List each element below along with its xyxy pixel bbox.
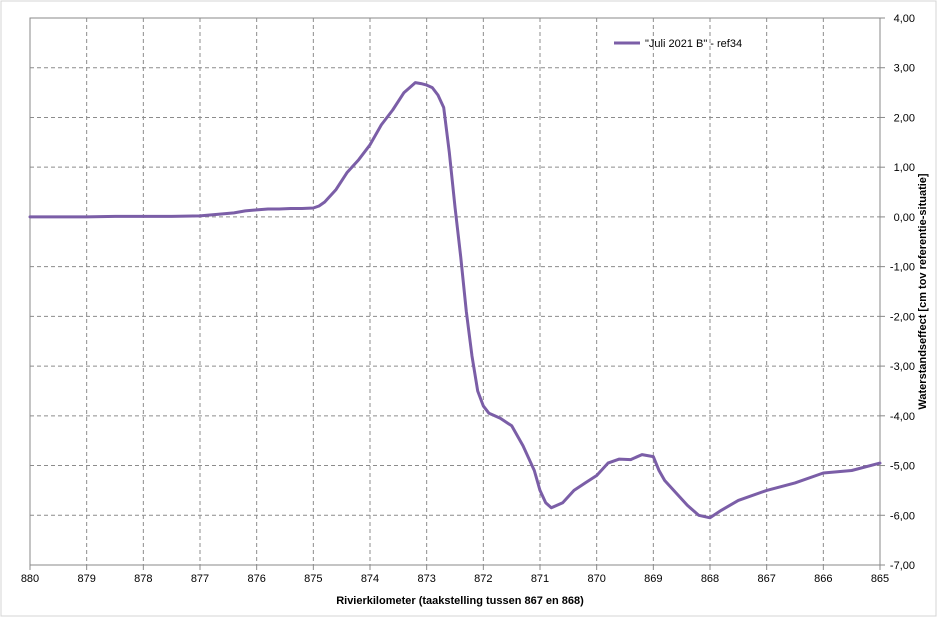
x-tick-label: 867 <box>757 573 775 585</box>
x-axis-ticks: 880 879 878 877 876 875 874 873 872 871 870 869 868 8… <box>21 565 889 585</box>
x-tick-label: 871 <box>531 573 549 585</box>
x-tick-label: 868 <box>701 573 719 585</box>
series-layer <box>28 81 882 520</box>
x-tick-label: 877 <box>191 573 209 585</box>
x-tick-label: 874 <box>361 573 379 585</box>
x-tick-label: 865 <box>871 573 889 585</box>
y-tick-label: -3,00 <box>890 361 915 373</box>
x-tick-label: 875 <box>304 573 322 585</box>
x-tick-label: 879 <box>77 573 95 585</box>
y-axis-title: Waterstandseffect [cm tov referentie-sit… <box>917 173 929 409</box>
y-tick-label: -2,00 <box>890 311 915 323</box>
y-tick-label: -4,00 <box>890 411 915 423</box>
x-tick-label: 872 <box>474 573 492 585</box>
x-tick-label: 870 <box>587 573 605 585</box>
plot-area <box>29 17 881 566</box>
x-tick-label: 878 <box>134 573 152 585</box>
x-tick-label: 876 <box>247 573 265 585</box>
y-tick-label: 2,00 <box>894 112 915 124</box>
legend-label: "Juli 2021 B" - ref34 <box>645 38 742 50</box>
y-tick-label: -6,00 <box>890 510 915 522</box>
y-axis-ticks: 4,00 3,00 2,00 1,00 0,00 -1,00 -2,00 -3,00 -4,00… <box>880 13 915 572</box>
x-tick-label: 873 <box>417 573 435 585</box>
y-tick-label: -7,00 <box>890 560 915 572</box>
y-tick-label: -1,00 <box>890 262 915 274</box>
y-tick-label: -5,00 <box>890 461 915 473</box>
series-line <box>28 81 882 520</box>
y-tick-label: 1,00 <box>894 162 915 174</box>
y-tick-label: 3,00 <box>894 63 915 75</box>
y-tick-label: 4,00 <box>894 13 915 25</box>
x-tick-label: 880 <box>21 573 39 585</box>
x-tick-label: 869 <box>644 573 662 585</box>
legend: "Juli 2021 B" - ref34 <box>614 38 742 50</box>
x-axis-title: Rivierkilometer (taakstelling tussen 867… <box>336 595 584 607</box>
y-tick-label: 0,00 <box>894 212 915 224</box>
x-tick-label: 866 <box>814 573 832 585</box>
